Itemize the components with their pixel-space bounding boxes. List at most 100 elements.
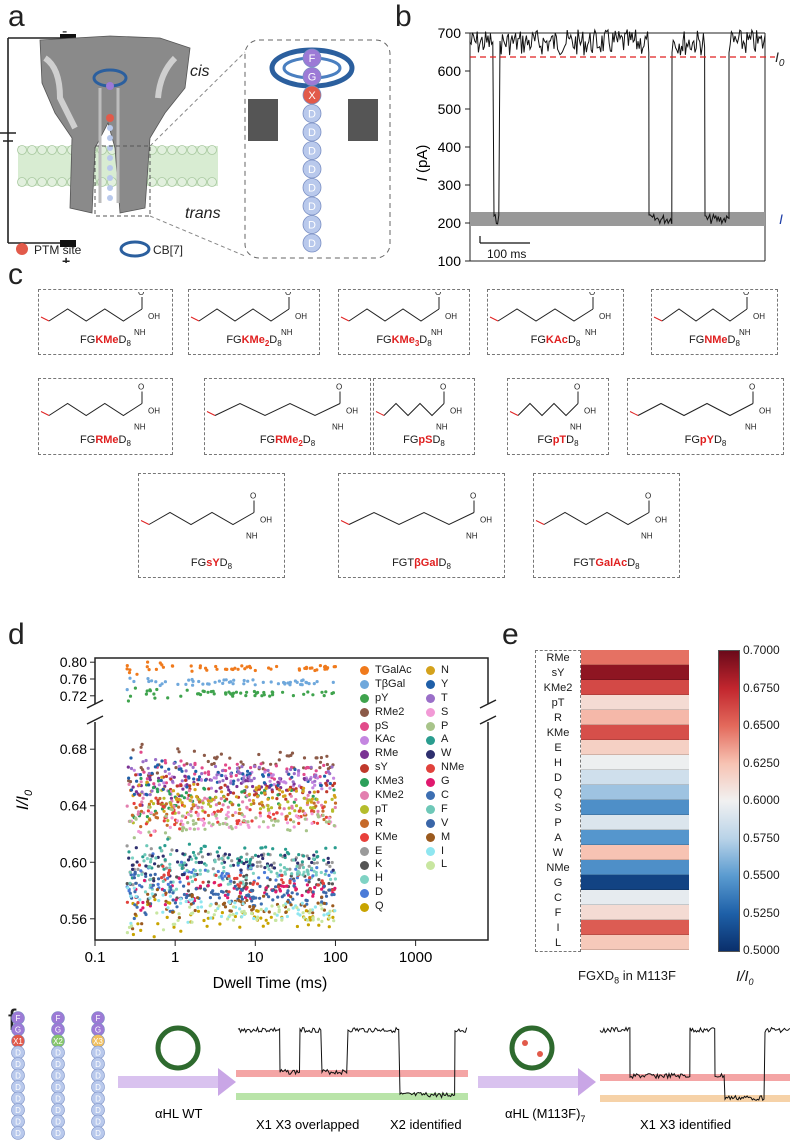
heatmap-row-label: Q	[553, 787, 563, 799]
svg-text:OH: OH	[759, 407, 771, 416]
svg-text:NH: NH	[570, 423, 582, 432]
data-point	[324, 690, 328, 694]
heatmap-cell	[581, 845, 689, 860]
data-point	[331, 904, 335, 908]
data-point	[164, 781, 168, 785]
data-point	[331, 915, 335, 919]
legend-swatch	[360, 860, 369, 870]
series-TGalAc	[125, 660, 337, 676]
data-point	[315, 850, 319, 854]
legend-label: M	[441, 830, 451, 843]
data-point	[217, 679, 221, 683]
data-point	[179, 901, 183, 905]
data-point	[238, 907, 242, 911]
data-point	[233, 914, 237, 919]
structure-sketch: OH O NH	[375, 383, 462, 432]
data-point	[230, 859, 234, 863]
heatmap-cell	[581, 785, 689, 800]
data-point	[290, 775, 294, 779]
data-point	[133, 870, 137, 874]
legend-entry: R	[360, 817, 412, 831]
heatmap-row-label: E	[554, 742, 562, 754]
data-point	[144, 692, 148, 696]
d-xtick: 0.1	[85, 949, 106, 966]
data-point	[311, 693, 315, 697]
data-point	[201, 689, 205, 693]
data-point	[273, 918, 278, 922]
data-point	[263, 791, 267, 795]
data-point	[126, 886, 130, 890]
data-point	[242, 777, 246, 781]
data-point	[252, 896, 256, 900]
data-point	[294, 789, 298, 793]
legend-entry: G	[426, 775, 464, 789]
legend-cb: CB[7]	[153, 243, 183, 257]
panel-b-trace: 700 600 500 400 300 200 100 100 ms I (pA) I0 I	[414, 28, 785, 268]
molecule-label: FGRMe2D8	[259, 434, 316, 448]
legend-label: Q	[375, 900, 384, 913]
legend-swatch	[426, 666, 435, 676]
data-point	[323, 800, 328, 804]
data-point	[230, 667, 234, 671]
data-point	[193, 869, 197, 873]
legend-entry: C	[426, 789, 464, 803]
pore-bead	[107, 135, 113, 141]
strand-bead-label: D	[15, 1060, 21, 1069]
data-point	[147, 802, 151, 806]
data-point	[261, 820, 266, 824]
bead-label: D	[308, 220, 316, 232]
data-point	[202, 918, 206, 923]
data-point	[238, 925, 242, 929]
data-point	[158, 683, 162, 688]
d-ytick: 0.56	[60, 911, 87, 927]
data-point	[146, 766, 150, 770]
structure-sketch: OH O NH	[40, 383, 160, 432]
svg-text:O: O	[138, 383, 144, 392]
data-point	[318, 760, 323, 764]
data-point	[281, 881, 285, 885]
data-point	[308, 887, 312, 891]
data-point	[192, 749, 196, 753]
data-point	[162, 819, 166, 823]
data-point	[182, 861, 187, 865]
data-point	[248, 808, 252, 812]
data-point	[141, 855, 145, 859]
strand-bead-label: G	[55, 1026, 61, 1035]
legend-entry: H	[360, 872, 412, 886]
data-point	[145, 780, 149, 784]
data-point	[188, 905, 192, 909]
data-point	[244, 785, 248, 789]
strand-bead-label: D	[95, 1118, 101, 1127]
data-point	[242, 682, 246, 686]
data-point	[251, 784, 255, 789]
legend-entry: E	[360, 845, 412, 859]
data-point	[127, 856, 131, 860]
data-point	[129, 756, 133, 760]
data-point	[213, 764, 218, 769]
data-point	[195, 794, 199, 799]
svg-text:O: O	[440, 383, 446, 392]
data-point	[209, 804, 213, 808]
data-point	[173, 922, 177, 926]
data-point	[133, 686, 137, 690]
data-point	[152, 692, 156, 696]
data-point	[152, 813, 156, 817]
data-point	[297, 667, 301, 671]
data-point	[263, 770, 267, 774]
data-point	[231, 682, 235, 686]
data-point	[190, 893, 194, 897]
legend-entry: Q	[360, 900, 412, 914]
data-point	[295, 864, 299, 868]
data-point	[283, 853, 287, 857]
data-point	[273, 819, 277, 823]
legend-label: pT	[375, 802, 388, 815]
data-point	[278, 776, 282, 781]
data-point	[239, 881, 243, 885]
data-point	[332, 665, 336, 669]
data-point	[190, 920, 194, 924]
data-point	[266, 804, 270, 808]
data-point	[139, 745, 143, 749]
data-point	[275, 871, 279, 875]
data-point	[229, 909, 233, 913]
